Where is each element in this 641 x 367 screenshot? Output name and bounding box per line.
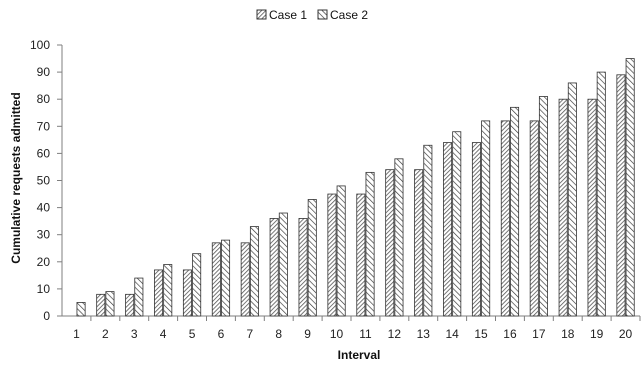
bar-case-1-interval-16 (500, 120, 510, 317)
y-tick-label: 80 (37, 92, 51, 106)
y-axis: 0 10 20 30 40 50 60 70 80 90 100 (30, 38, 63, 323)
y-tick-label: 40 (37, 201, 51, 215)
y-tick-label: 70 (37, 119, 51, 133)
x-tick-label: 9 (304, 327, 311, 341)
bar-case-2-interval-2 (105, 291, 115, 317)
x-tick-label: 17 (532, 327, 546, 341)
x-tick-label: 20 (619, 327, 633, 341)
bar-case-1-interval-6 (211, 242, 221, 317)
bar-case-2-interval-16 (510, 106, 520, 317)
x-tick-label: 19 (590, 327, 604, 341)
bar-case-1-interval-12 (385, 169, 395, 317)
bar-case-1-interval-5 (182, 269, 192, 317)
bar-case-2-interval-12 (394, 158, 404, 317)
bar-case-1-interval-15 (471, 142, 481, 317)
y-tick-label: 100 (30, 38, 50, 52)
x-tick-label: 10 (330, 327, 344, 341)
y-tick-label: 10 (37, 282, 51, 296)
bar-case-1-interval-13 (414, 169, 424, 317)
bar-case-1-interval-19 (587, 98, 597, 317)
x-tick-label: 12 (388, 327, 402, 341)
legend-label-case-1: Case 1 (269, 8, 307, 22)
bar-case-2-interval-11 (365, 171, 375, 317)
bar-case-1-interval-7 (240, 242, 250, 317)
x-tick-label: 5 (189, 327, 196, 341)
bar-case-1-interval-17 (529, 120, 539, 317)
y-tick-label: 0 (43, 309, 50, 323)
legend: Case 1 Case 2 (256, 8, 368, 22)
bar-case-2-interval-1 (76, 302, 86, 317)
bar-case-2-interval-8 (278, 212, 288, 317)
y-axis-title: Cumulative requests admitted (9, 92, 23, 263)
x-tick-label: 6 (218, 327, 225, 341)
bar-case-2-interval-14 (452, 131, 462, 317)
legend-swatch-case-1 (256, 9, 267, 20)
x-tick-label: 1 (73, 327, 80, 341)
bar-case-1-interval-18 (558, 98, 568, 317)
bar-case-1-interval-2 (96, 293, 106, 317)
bar-case-2-interval-4 (163, 264, 173, 317)
x-axis: 1 2 3 4 5 6 7 8 9 10 11 12 13 14 15 16 17 18 19 20 (62, 315, 641, 341)
bar-case-2-interval-3 (134, 277, 144, 317)
y-tick-label: 30 (37, 228, 51, 242)
bar-case-2-interval-5 (192, 253, 202, 317)
bar-case-2-interval-15 (481, 120, 491, 317)
x-tick-label: 8 (275, 327, 282, 341)
bar-case-2-interval-10 (336, 185, 346, 317)
bars (76, 58, 635, 317)
bar-case-1-interval-14 (443, 142, 453, 317)
x-tick-label: 15 (474, 327, 488, 341)
x-tick-label: 16 (503, 327, 517, 341)
legend-label-case-2: Case 2 (330, 8, 368, 22)
x-tick-label: 11 (359, 327, 372, 341)
y-tick-label: 90 (37, 65, 51, 79)
y-tick-label: 60 (37, 146, 51, 160)
bar-case-1-interval-20 (616, 74, 626, 317)
x-tick-label: 2 (102, 327, 109, 341)
x-tick-label: 14 (445, 327, 459, 341)
bar-case-2-interval-18 (567, 82, 577, 317)
bar-case-2-interval-6 (221, 239, 231, 317)
bar-case-1-interval-3 (125, 293, 135, 317)
x-axis-title: Interval (338, 348, 381, 362)
x-tick-label: 13 (417, 327, 431, 341)
bar-case-2-interval-9 (307, 199, 317, 317)
bar-case-2-interval-19 (596, 71, 606, 317)
x-tick-label: 4 (160, 327, 167, 341)
y-tick-label: 50 (37, 174, 51, 188)
bar-case-1-interval-8 (269, 218, 279, 317)
x-tick-label: 7 (247, 327, 254, 341)
bar-case-2-interval-20 (625, 58, 635, 317)
legend-swatch-case-2 (317, 9, 328, 20)
bar-case-1-interval-11 (356, 193, 366, 317)
bar-case-1-interval-4 (154, 269, 164, 317)
bar-case-2-interval-13 (423, 144, 433, 317)
bar-case-1-interval-10 (327, 193, 337, 317)
bar-case-2-interval-17 (538, 96, 548, 317)
x-tick-label: 18 (561, 327, 575, 341)
bar-case-2-interval-7 (249, 226, 259, 317)
x-tick-label: 3 (131, 327, 138, 341)
y-tick-label: 20 (37, 255, 51, 269)
bar-case-1-interval-9 (298, 218, 308, 317)
